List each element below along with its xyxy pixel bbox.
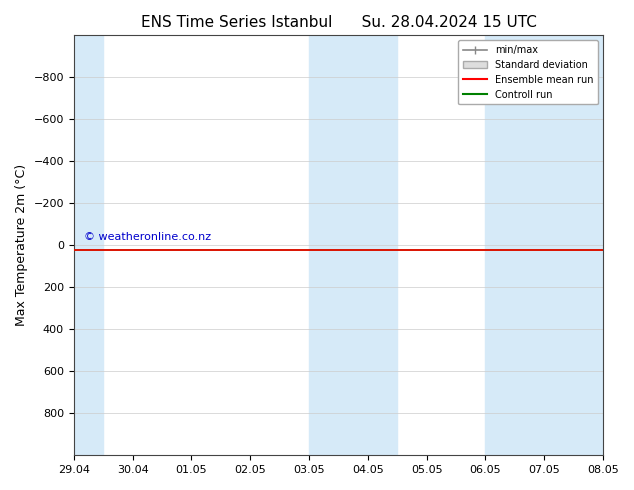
Bar [309,35,398,455]
Y-axis label: Max Temperature 2m (°C): Max Temperature 2m (°C) [15,164,28,326]
Title: ENS Time Series Istanbul      Su. 28.04.2024 15 UTC: ENS Time Series Istanbul Su. 28.04.2024 … [141,15,536,30]
Bar [74,35,103,455]
Text: © weatheronline.co.nz: © weatheronline.co.nz [84,232,212,242]
Legend: min/max, Standard deviation, Ensemble mean run, Controll run: min/max, Standard deviation, Ensemble me… [458,40,598,104]
Bar [486,35,603,455]
